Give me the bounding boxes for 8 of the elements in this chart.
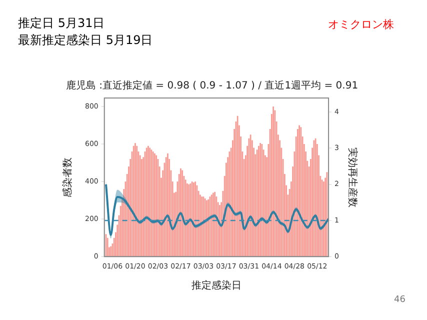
x-axis-title: 推定感染日 [191, 280, 242, 292]
text: 46 [394, 295, 406, 305]
y2-axis-title: 実効再生産数 [346, 147, 358, 208]
text: 最新推定感染日 5月19日 [18, 32, 153, 49]
y-axis-title: 感染者数 [62, 157, 74, 198]
text: 推定日 5月31日 [18, 15, 105, 32]
text: オミクロン株 [328, 17, 394, 32]
chart-title: 鹿児島 :直近推定値 = 0.98 ( 0.9 - 1.07 ) / 直近1週平均 = 0.91 [66, 80, 358, 92]
